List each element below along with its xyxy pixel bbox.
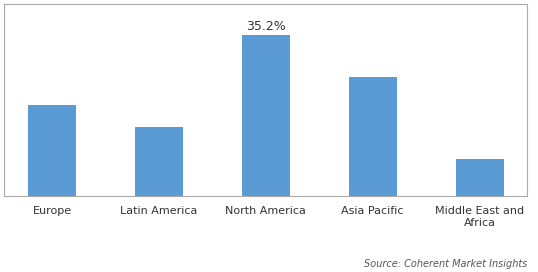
Bar xyxy=(242,35,290,196)
Text: Source: Coherent Market Insights: Source: Coherent Market Insights xyxy=(364,259,527,269)
Text: 35.2%: 35.2% xyxy=(246,20,286,33)
Bar xyxy=(456,159,504,196)
Bar xyxy=(135,127,183,196)
Bar xyxy=(28,104,76,196)
Bar xyxy=(349,77,397,196)
